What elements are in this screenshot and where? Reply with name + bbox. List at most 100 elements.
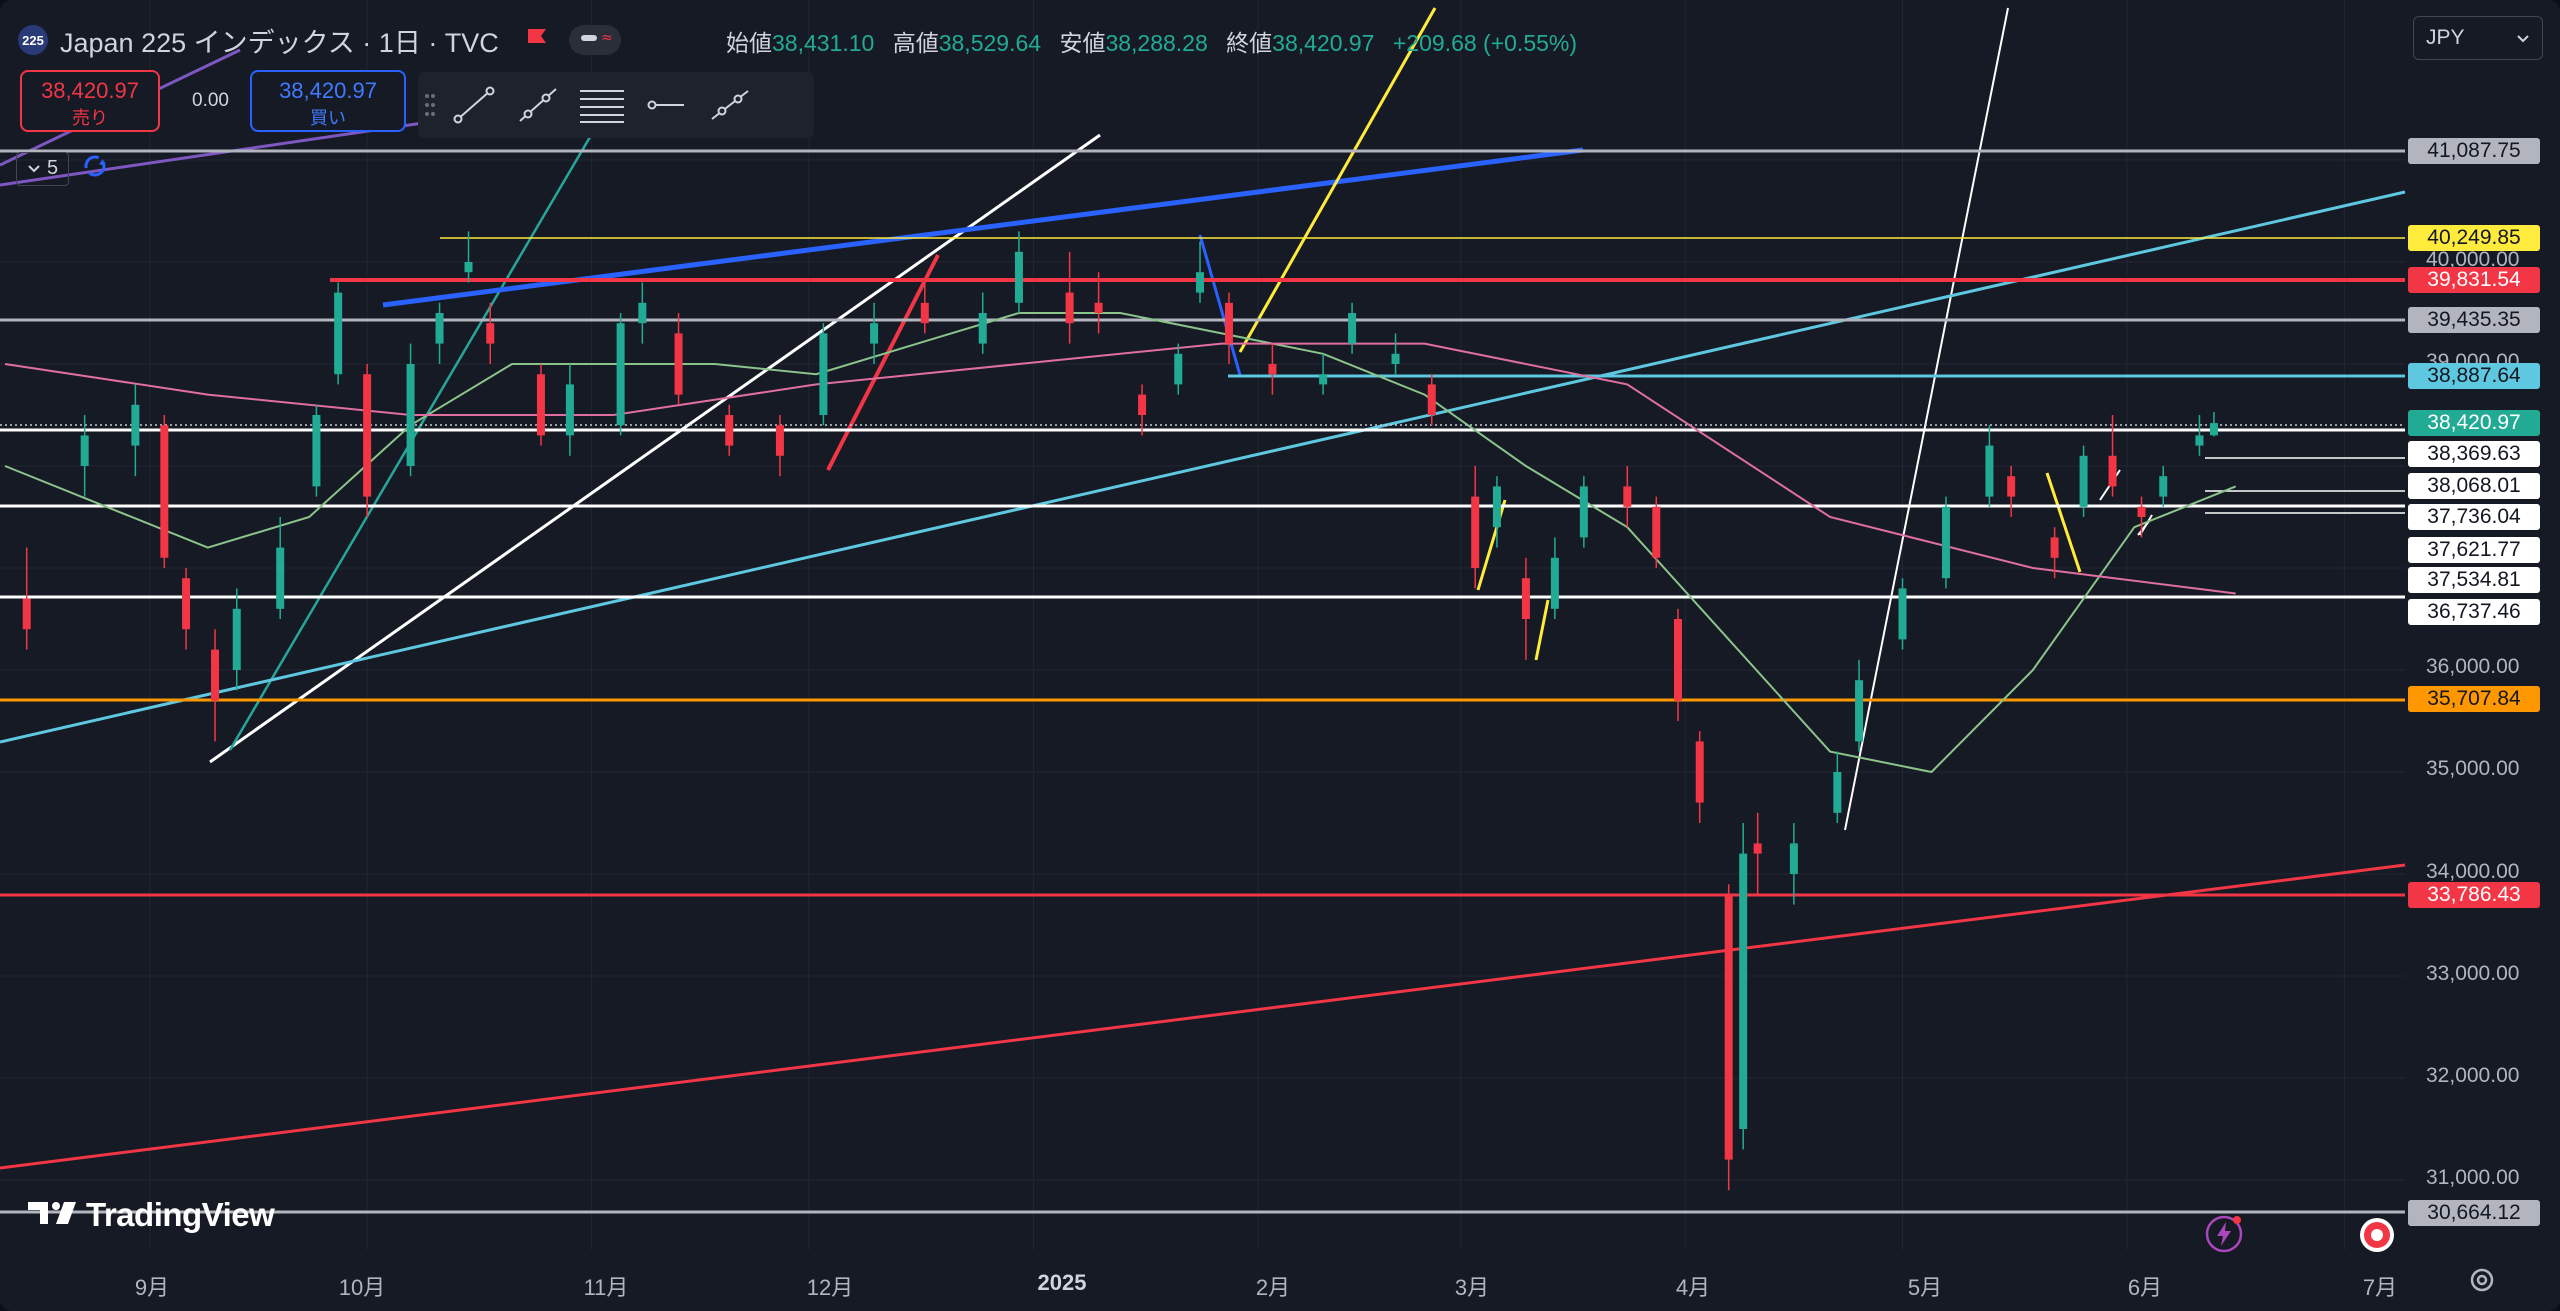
candle-down [1521, 578, 1530, 619]
close-label: 終値 [1226, 30, 1273, 56]
extended-line-icon[interactable] [698, 72, 762, 138]
drag-handle-icon[interactable] [418, 72, 442, 138]
candle-down [486, 323, 495, 344]
sell-label: 売り [72, 108, 108, 128]
ray-icon[interactable] [506, 72, 570, 138]
time-label: 6月 [2127, 1275, 2163, 1300]
candle-down [1427, 384, 1436, 415]
drawing-yellow-steep-line [1238, 7, 1437, 353]
gear-icon[interactable] [2464, 1262, 2500, 1298]
candle-down [1623, 486, 1632, 507]
horizontal-ray-icon[interactable] [634, 72, 698, 138]
trend-line-icon[interactable] [442, 72, 506, 138]
drawing-yellow-short-3 [2045, 472, 2082, 573]
low-label: 安値 [1059, 30, 1106, 56]
candle-up [1196, 272, 1204, 293]
record-icon[interactable] [2358, 1216, 2396, 1254]
time-label: 5月 [1907, 1275, 1943, 1300]
candle-down [1138, 394, 1147, 415]
drawing-toolbar [418, 72, 814, 138]
sell-price: 38,420.97 [41, 78, 139, 103]
drawing-white-steep-line [1844, 7, 2009, 831]
price-label[interactable]: 37,736.04 [2408, 504, 2540, 530]
candle-down [2137, 506, 2146, 517]
lightning-icon[interactable] [2204, 1214, 2244, 1254]
toggle-pill-button[interactable]: ≈ [568, 25, 621, 55]
candle-down [1674, 619, 1682, 701]
open-label: 始値 [726, 30, 772, 56]
price-label[interactable]: 30,664.12 [2408, 1200, 2540, 1226]
candle-up [1492, 486, 1501, 528]
ma-green-line [4, 312, 2237, 774]
price-label[interactable]: 38,369.63 [2408, 441, 2540, 467]
candle-down [1652, 506, 1661, 558]
buy-button[interactable]: 38,420.97 買い [250, 70, 406, 132]
drawing-teal-rising-line [228, 119, 602, 751]
price-tick: 40,000.00 [2426, 248, 2520, 271]
candle-up [2079, 455, 2088, 507]
price-label[interactable]: 38,068.01 [2408, 473, 2540, 499]
candle-down [160, 425, 169, 558]
change-value: +209.68 (+0.55%) [1392, 30, 1578, 56]
candle-down [1224, 302, 1233, 344]
price-tick: 31,000.00 [2426, 1166, 2520, 1189]
sell-button[interactable]: 38,420.97 売り [20, 70, 160, 132]
candle-up [232, 608, 241, 670]
price-tick: 35,000.00 [2426, 757, 2520, 780]
candle-down [1695, 741, 1704, 803]
price-label[interactable]: 38,887.64 [2408, 363, 2540, 389]
candle-down [1753, 843, 1762, 854]
candle-up [2209, 423, 2218, 436]
price-label[interactable]: 37,534.81 [2408, 567, 2540, 593]
price-label[interactable]: 41,087.75 [2408, 138, 2540, 164]
price-label[interactable]: 39,435.35 [2408, 307, 2540, 333]
flag-icon[interactable] [525, 27, 549, 54]
parallel-channel-icon[interactable] [570, 72, 634, 138]
indicators-toggle-button[interactable]: 5 [16, 151, 70, 186]
price-label[interactable]: 37,621.77 [2408, 537, 2540, 563]
time-label-year: 2025 [1037, 1270, 1087, 1295]
candle-up [1579, 486, 1588, 538]
price-label[interactable]: 39,831.54 [2408, 267, 2540, 293]
price-label[interactable]: 40,249.85 [2408, 225, 2540, 251]
time-label: 3月 [1454, 1275, 1490, 1300]
drawing-yellow-short-2 [1534, 599, 1550, 661]
price-label[interactable]: 33,786.43 [2408, 882, 2540, 908]
candle-up [565, 384, 574, 436]
candle-down [2108, 455, 2117, 487]
symbol-title[interactable]: Japan 225 インデックス · 1日 · TVC [60, 27, 499, 58]
indicator-row: 5 [16, 150, 111, 187]
candle-up [276, 547, 285, 609]
close-value: 38,420.97 [1272, 30, 1375, 56]
symbol-badge: 225 [18, 25, 48, 55]
sync-icon[interactable] [79, 150, 111, 187]
symbol-header[interactable]: 225 Japan 225 インデックス · 1日 · TVC ≈ [18, 20, 621, 60]
candle-down [2007, 476, 2016, 497]
current-price-label[interactable]: 38,420.97 [2408, 410, 2540, 436]
candle-up [312, 415, 321, 487]
currency-select[interactable]: JPY [2413, 16, 2543, 60]
time-label: 4月 [1675, 1275, 1711, 1300]
price-label[interactable]: 35,707.84 [2408, 686, 2540, 712]
candle-up [638, 302, 647, 324]
candle-up [870, 323, 879, 344]
candle-down [1471, 496, 1480, 568]
candle-down [22, 598, 31, 630]
time-label: 11月 [583, 1275, 629, 1300]
high-value: 38,529.64 [938, 30, 1042, 56]
open-value: 38,431.10 [772, 30, 875, 56]
buy-price: 38,420.97 [279, 78, 377, 103]
price-tick: 33,000.00 [2426, 962, 2520, 985]
candle-up [1789, 843, 1798, 874]
price-label[interactable]: 36,737.46 [2408, 599, 2540, 625]
candle-up [1391, 353, 1400, 364]
chevron-down-icon [2516, 26, 2530, 50]
horizontal-levels [0, 149, 2405, 1214]
tradingview-logo[interactable]: TradingView [26, 1196, 275, 1234]
time-label: 9月 [134, 1275, 170, 1300]
candle-down [1724, 894, 1733, 1160]
spread-value: 0.00 [192, 90, 229, 111]
candle-down [725, 415, 734, 446]
